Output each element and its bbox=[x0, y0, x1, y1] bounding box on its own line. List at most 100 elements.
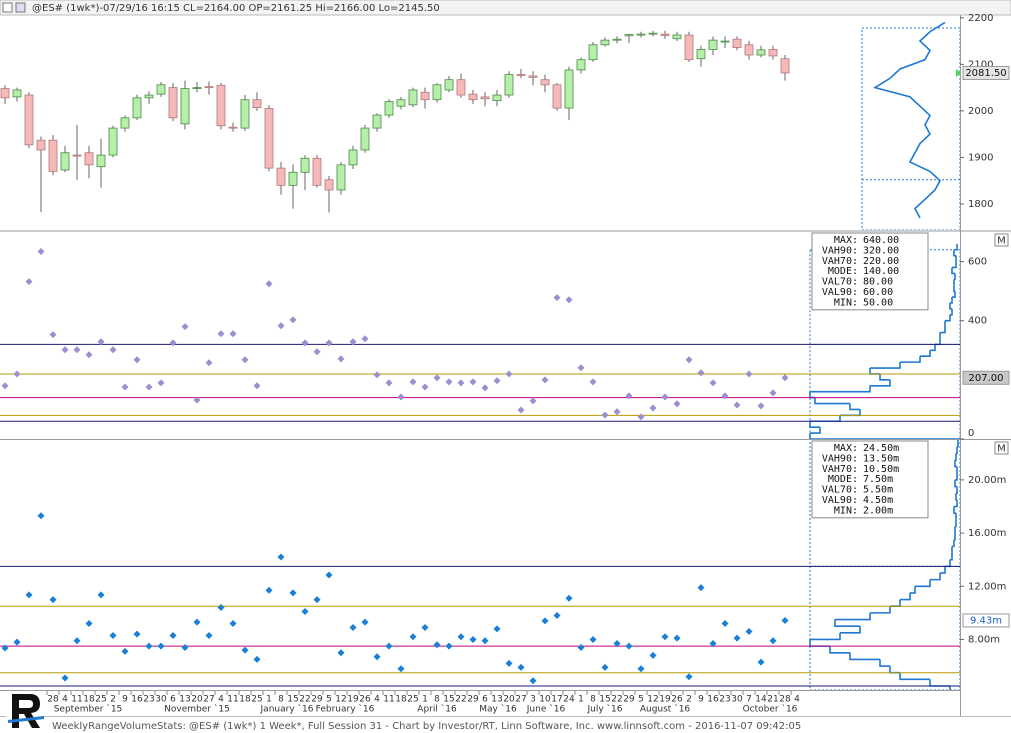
profile-bin bbox=[953, 249, 956, 257]
profile-bin bbox=[915, 579, 931, 588]
candle-body bbox=[300, 157, 310, 173]
point bbox=[37, 512, 45, 520]
candle-body bbox=[108, 127, 118, 156]
point bbox=[313, 596, 321, 604]
point bbox=[361, 335, 369, 343]
volume-panel bbox=[0, 440, 960, 690]
x-tick-label: 23 bbox=[719, 695, 730, 705]
point bbox=[481, 637, 489, 645]
month-label: June `16 bbox=[526, 704, 566, 715]
candle-body bbox=[336, 164, 346, 191]
x-tick-label: 2 bbox=[686, 695, 692, 705]
candle-body bbox=[612, 38, 622, 41]
point bbox=[709, 639, 717, 647]
x-tick-label: 8 bbox=[590, 695, 596, 705]
point bbox=[25, 278, 33, 286]
month-label: May `16 bbox=[479, 704, 517, 715]
candle-body bbox=[264, 108, 274, 169]
point bbox=[301, 339, 309, 347]
x-tick-label: 29 bbox=[623, 695, 635, 705]
x-tick-label: 22 bbox=[611, 695, 622, 705]
stat-label: MIN: bbox=[834, 297, 858, 308]
candle-body bbox=[756, 49, 766, 56]
x-tick-label: 30 bbox=[155, 695, 167, 705]
panel-button[interactable] bbox=[994, 233, 1009, 247]
point bbox=[253, 382, 261, 390]
candle-body bbox=[216, 84, 226, 127]
candle-body bbox=[324, 179, 334, 191]
profile-bin bbox=[954, 479, 957, 488]
x-tick-label: 22 bbox=[455, 695, 466, 705]
point bbox=[661, 393, 669, 401]
x-tick-label: 12 bbox=[335, 695, 346, 705]
point bbox=[217, 604, 225, 612]
point bbox=[421, 383, 429, 391]
header-icon[interactable] bbox=[15, 2, 26, 13]
profile-bin bbox=[810, 385, 871, 393]
point bbox=[601, 663, 609, 671]
profile-bin bbox=[849, 403, 860, 411]
candle-body bbox=[168, 87, 178, 119]
point bbox=[169, 631, 177, 639]
last-value-label: 207.00 bbox=[969, 373, 1004, 384]
x-tick-label: 1 bbox=[266, 695, 272, 705]
point bbox=[265, 280, 273, 288]
point bbox=[625, 642, 633, 650]
point bbox=[229, 330, 237, 338]
panel-button-label[interactable]: M bbox=[997, 236, 1006, 247]
panel-button-label[interactable]: M bbox=[997, 444, 1006, 455]
candle-body bbox=[204, 86, 214, 89]
profile-bin bbox=[956, 446, 958, 455]
point bbox=[133, 630, 141, 638]
candle-body bbox=[708, 39, 718, 50]
point bbox=[181, 323, 189, 331]
point bbox=[517, 663, 525, 671]
x-tick-label: 25 bbox=[407, 695, 418, 705]
point bbox=[145, 383, 153, 391]
point bbox=[541, 376, 549, 384]
panel-button[interactable] bbox=[994, 441, 1009, 455]
y-tick-label: 1900 bbox=[968, 152, 993, 163]
candle-body bbox=[432, 84, 442, 101]
price-profile bbox=[873, 21, 946, 219]
stat-value: 140.00 bbox=[863, 266, 899, 277]
candle-body bbox=[408, 89, 418, 106]
stats-box bbox=[811, 232, 929, 311]
profile-bin bbox=[900, 356, 921, 363]
point bbox=[157, 379, 165, 387]
header-icon[interactable] bbox=[2, 2, 13, 13]
point bbox=[121, 647, 129, 655]
candle-body bbox=[12, 89, 22, 98]
point bbox=[385, 642, 393, 650]
stat-value: 220.00 bbox=[863, 256, 899, 267]
point bbox=[505, 370, 513, 378]
point bbox=[109, 346, 117, 354]
profile-bin bbox=[945, 314, 951, 322]
x-tick-label: 11 bbox=[71, 695, 82, 705]
stat-value: 80.00 bbox=[863, 277, 893, 288]
point bbox=[373, 371, 381, 379]
x-tick-label: 5 bbox=[638, 695, 644, 705]
point bbox=[109, 631, 117, 639]
candle-body bbox=[120, 117, 130, 129]
last-value-box bbox=[962, 613, 1010, 628]
point bbox=[613, 408, 621, 416]
profile-bin bbox=[954, 533, 956, 541]
candle-body bbox=[456, 79, 466, 96]
point bbox=[133, 356, 141, 364]
stats-box bbox=[811, 440, 929, 519]
point bbox=[73, 637, 81, 645]
point bbox=[697, 369, 705, 377]
point bbox=[541, 617, 549, 625]
point bbox=[637, 413, 645, 421]
point bbox=[85, 351, 93, 359]
header-text: @ES# (1wk*)-07/29/16 16:15 CL=2164.00 OP… bbox=[32, 3, 440, 14]
stat-label: MIN: bbox=[834, 505, 858, 516]
point bbox=[577, 643, 585, 651]
last-value-marker bbox=[956, 68, 961, 77]
last-value-box bbox=[962, 370, 1010, 385]
point bbox=[457, 379, 465, 387]
point bbox=[649, 404, 657, 412]
